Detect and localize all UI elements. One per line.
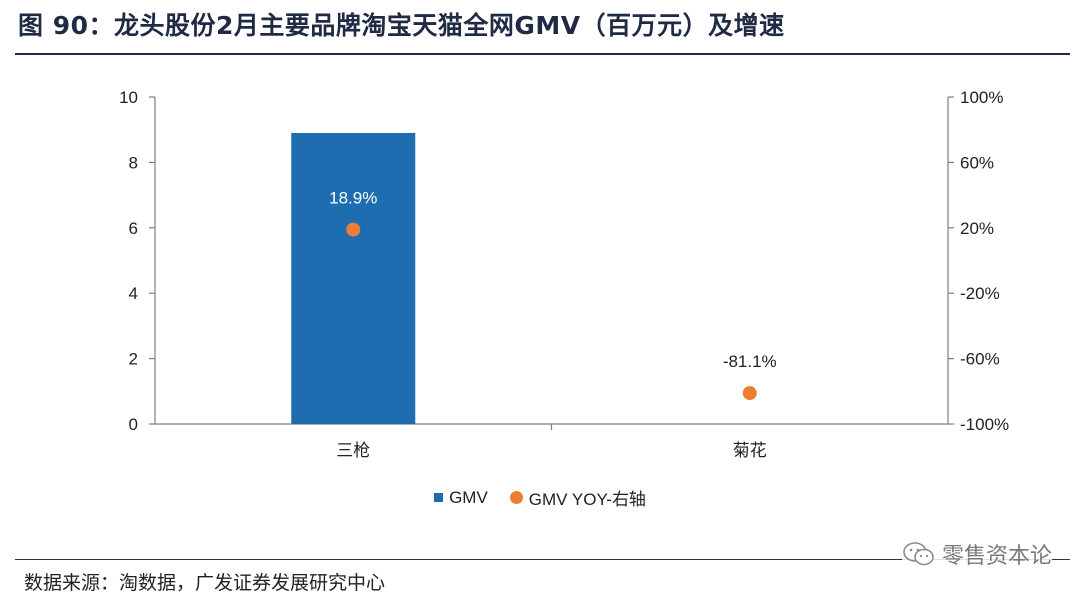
bar-gmv	[291, 132, 416, 424]
legend: GMV GMV YOY-右轴	[0, 485, 1080, 510]
left-tick-label: 2	[129, 350, 138, 369]
footer-divider	[15, 559, 1070, 560]
left-tick-label: 8	[129, 153, 138, 172]
combo-chart: 0 2 4 6 8 10 -100% -60% -20% 20% 60% 100% 18.9% 三枪 -81…	[119, 88, 1009, 460]
right-tick-label: -20%	[960, 284, 1000, 303]
left-tick-label: 4	[129, 284, 138, 303]
dot-yoy	[742, 386, 757, 401]
right-tick-label: -100%	[960, 415, 1009, 434]
legend-bar-swatch	[434, 493, 444, 502]
watermark-text: 零售资本论	[941, 544, 1052, 569]
right-tick-label: 100%	[960, 88, 1003, 107]
left-tick-label: 10	[119, 88, 138, 107]
legend-label-gmv: GMV	[449, 487, 488, 507]
legend-dot-swatch	[509, 491, 523, 504]
legend-item-gmv: GMV	[434, 485, 488, 510]
right-tick-label: 20%	[960, 219, 994, 238]
wechat-icon	[903, 542, 934, 566]
category-label: 菊花	[733, 441, 767, 460]
chart-title: 图 90：龙头股份2月主要品牌淘宝天猫全网GMV（百万元）及增速	[18, 11, 785, 40]
dot-yoy	[346, 222, 361, 237]
yoy-data-label: 18.9%	[329, 189, 377, 208]
legend-item-yoy: GMV YOY-右轴	[509, 485, 646, 510]
left-tick-label: 0	[129, 415, 138, 434]
right-tick-label: 60%	[960, 153, 994, 172]
right-tick-label: -60%	[960, 350, 1000, 369]
legend-label-yoy: GMV YOY-右轴	[528, 490, 646, 509]
title-divider	[15, 53, 1070, 55]
yoy-data-label: -81.1%	[723, 352, 777, 371]
left-tick-label: 6	[129, 219, 138, 238]
source-note: 数据来源：淘数据，广发证券发展研究中心	[24, 572, 386, 594]
category-label: 三枪	[336, 441, 370, 460]
watermark: 零售资本论	[901, 538, 1052, 570]
